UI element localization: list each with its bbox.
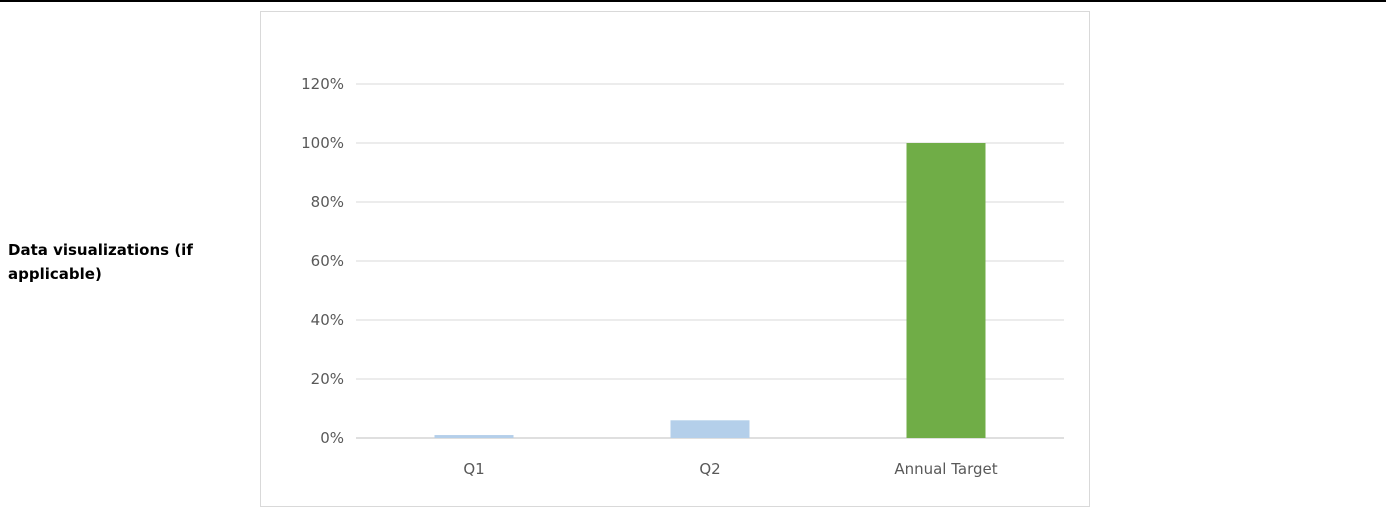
y-tick-label: 20%	[311, 370, 344, 388]
x-tick-label: Q2	[699, 460, 720, 478]
row-label: Data visualizations (if applicable)	[8, 241, 193, 283]
x-tick-label: Q1	[463, 460, 484, 478]
bars	[434, 143, 986, 438]
y-tick-label: 40%	[311, 311, 344, 329]
y-axis-ticks: 0% 20% 40% 60% 80% 100% 120%	[301, 75, 344, 447]
chart-area: 0% 20% 40% 60% 80% 100% 120% Q1 Q2 Annual Target	[260, 11, 1090, 507]
bar-chart: 0% 20% 40% 60% 80% 100% 120% Q1 Q2 Annual Target	[301, 75, 1064, 478]
top-rule	[0, 0, 1386, 2]
y-tick-label: 80%	[311, 193, 344, 211]
gridlines	[356, 83, 1064, 439]
y-tick-label: 120%	[301, 75, 344, 93]
bar-q1	[434, 435, 514, 438]
y-tick-label: 100%	[301, 134, 344, 152]
y-tick-label: 0%	[320, 429, 344, 447]
x-tick-label: Annual Target	[894, 460, 997, 478]
bar-annual-target	[906, 143, 986, 438]
bar-q2	[670, 420, 750, 438]
y-tick-label: 60%	[311, 252, 344, 270]
x-axis-ticks: Q1 Q2 Annual Target	[463, 460, 997, 478]
